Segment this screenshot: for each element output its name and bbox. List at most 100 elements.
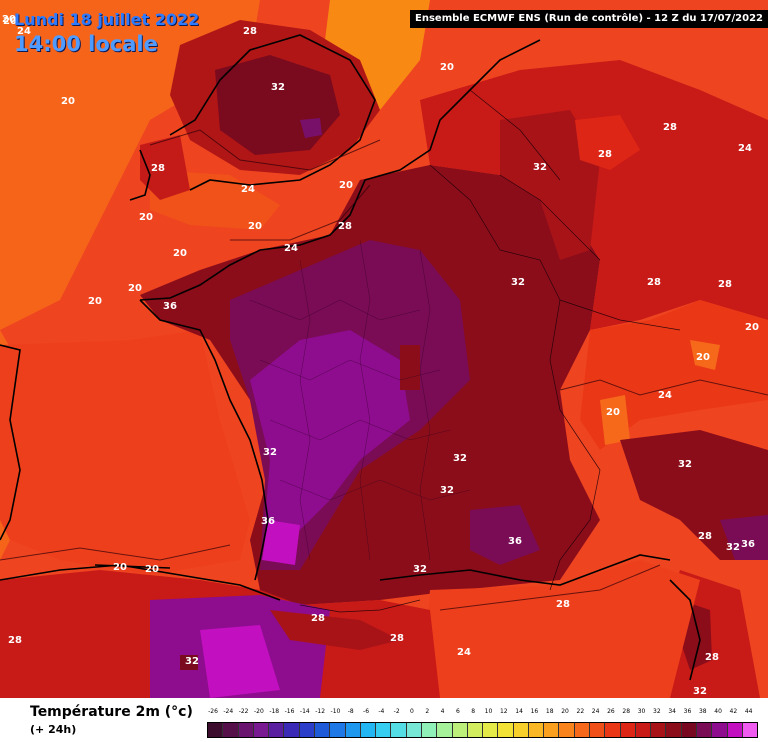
color-scale-swatch (681, 723, 697, 737)
color-scale-tick-label: -12 (315, 708, 326, 715)
color-scale-tick-label: -22 (238, 708, 249, 715)
spain-hot-spot (180, 655, 198, 670)
color-scale-tick-label: 16 (530, 708, 539, 715)
color-scale-swatch (635, 723, 652, 737)
provence-extreme (470, 505, 540, 565)
isotherm-label: 32 (511, 277, 525, 288)
legend-subtitle: (+ 24h) (30, 723, 77, 736)
isotherm-label: 28 (338, 221, 352, 232)
isotherm-label: 28 (598, 149, 612, 160)
color-scale-tick-label: 30 (637, 708, 646, 715)
color-scale-swatch (513, 723, 529, 737)
isotherm-contours (0, 129, 768, 611)
color-scale-tick-label: -6 (363, 708, 370, 715)
color-scale-swatch (269, 723, 285, 737)
color-scale-tick-label: 28 (622, 708, 631, 715)
isotherm-label: 28 (556, 599, 570, 610)
color-scale-tick-label: 32 (653, 708, 661, 715)
color-scale-tick-label: 14 (515, 708, 523, 715)
isotherm-label: 20 (339, 180, 353, 191)
isotherm-label: 28 (311, 613, 325, 624)
color-scale-swatch (223, 723, 239, 737)
color-scale-tick-label: 8 (471, 708, 476, 715)
isotherm-label: 36 (163, 301, 177, 312)
isotherm-label: 32 (693, 686, 707, 697)
isotherm-label: 20 (606, 407, 620, 418)
region-borders (249, 239, 471, 561)
isotherm-label: 20 (113, 562, 127, 573)
color-scale-tick-label: 34 (668, 708, 676, 715)
uk-extreme-spot (300, 118, 322, 138)
forecast-date: Lundi 18 juillet 2022 (14, 10, 200, 29)
color-scale-tick-label: -2 (393, 708, 400, 715)
color-scale-tick-label: -18 (269, 708, 280, 715)
germany-hot-region (500, 110, 600, 260)
isotherm-label: 28 (151, 163, 165, 174)
color-scale-tick-label: -14 (299, 708, 310, 715)
color-scale-swatch (467, 723, 484, 737)
color-scale-swatch (253, 723, 270, 737)
color-scale-swatch (437, 723, 453, 737)
color-scale-tick-label: 26 (607, 708, 615, 715)
spain-peak-region (200, 625, 280, 698)
color-scale-swatch (345, 723, 361, 737)
isotherm-label: 24 (457, 647, 471, 658)
isotherm-label: 28 (243, 26, 257, 37)
color-scale-tick-label: 6 (455, 708, 460, 715)
isotherm-label: 20 (745, 322, 759, 333)
isotherm-label: 20 (440, 62, 454, 73)
color-scale-swatch (360, 723, 377, 737)
isotherm-label: 20 (139, 212, 153, 223)
color-scale-tick-label: 18 (545, 708, 554, 715)
isotherm-label: 32 (185, 656, 199, 667)
isotherm-label: 24 (658, 390, 672, 401)
massif-cooler-spot (400, 345, 420, 390)
color-scale-tick-label: -24 (223, 708, 234, 715)
isotherm-label: 20 (696, 352, 710, 363)
isotherm-label: 32 (533, 162, 547, 173)
color-scale-swatch (742, 723, 758, 737)
isotherm-label: 24 (241, 184, 255, 195)
color-scale-tick-label: 20 (561, 708, 569, 715)
isotherm-label: 28 (390, 633, 404, 644)
color-scale-swatch (284, 723, 300, 737)
isotherm-label: 20 (88, 296, 102, 307)
isotherm-label: 20 (128, 283, 142, 294)
color-scale-tick-label: 36 (683, 708, 692, 715)
color-scale-tick-label: 42 (729, 708, 738, 715)
isotherm-label: 24 (284, 243, 298, 254)
color-scale-tick-label: 4 (440, 708, 445, 715)
isotherm-label: 36 (508, 536, 522, 547)
alps-cooler-zone (580, 300, 768, 450)
color-scale-swatch (483, 723, 499, 737)
color-scale-swatch (590, 723, 606, 737)
color-scale-swatch (314, 723, 331, 737)
color-scale-tick-label: -8 (347, 708, 354, 715)
color-scale-swatch (421, 723, 438, 737)
color-scale-swatch (620, 723, 636, 737)
isotherm-label: 32 (413, 564, 427, 575)
model-run-info: Ensemble ECMWF ENS (Run de contrôle) - 1… (410, 10, 768, 28)
color-scale-swatch (559, 723, 575, 737)
italy-extreme-spot (720, 515, 768, 560)
isotherm-label: 28 (705, 652, 719, 663)
color-scale-swatch (574, 723, 591, 737)
isotherm-label: 32 (678, 459, 692, 470)
legend-title: Température 2m (°c) (30, 704, 193, 720)
color-scale: -26 -24 -22 -20 -18 -16 -14 -12 -10 -8 -6 -4 -2 0 2 4 6 8… (207, 708, 758, 738)
color-scale-swatch (406, 723, 422, 737)
country-borders (299, 89, 681, 613)
legend-footer: Température 2m (°c) (+ 24h) -26 -24 -22 -20… (0, 698, 768, 742)
color-scale-tick-label: -16 (284, 708, 295, 715)
isotherm-label: 32 (726, 542, 740, 553)
color-scale-tick-label: 12 (499, 708, 508, 715)
color-scale-tick-label: 2 (425, 708, 430, 715)
color-scale-swatch (208, 723, 224, 737)
color-scale-tick-label: 40 (714, 708, 722, 715)
color-scale-swatch (697, 723, 713, 737)
color-scale-tick-label: 24 (591, 708, 600, 715)
color-scale-tick-label: -26 (208, 708, 218, 715)
color-scale-tick-label: -20 (254, 708, 264, 715)
alps-west-cold-spot (600, 395, 630, 445)
color-scale-swatch (376, 723, 392, 737)
